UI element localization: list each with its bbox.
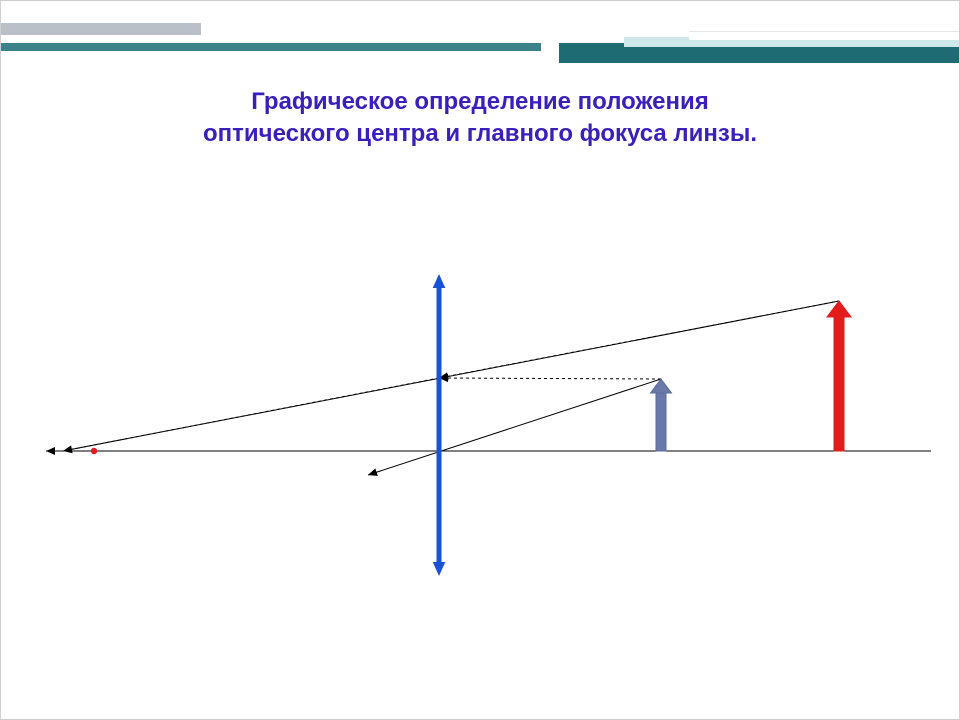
ray-3	[439, 378, 661, 379]
focus-point	[91, 448, 97, 454]
optics-diagram	[1, 1, 960, 720]
ray-1	[368, 379, 661, 475]
object-arrow-small	[651, 379, 672, 451]
slide: Графическое определение положения оптиче…	[0, 0, 960, 720]
image-arrow-large	[827, 301, 851, 451]
